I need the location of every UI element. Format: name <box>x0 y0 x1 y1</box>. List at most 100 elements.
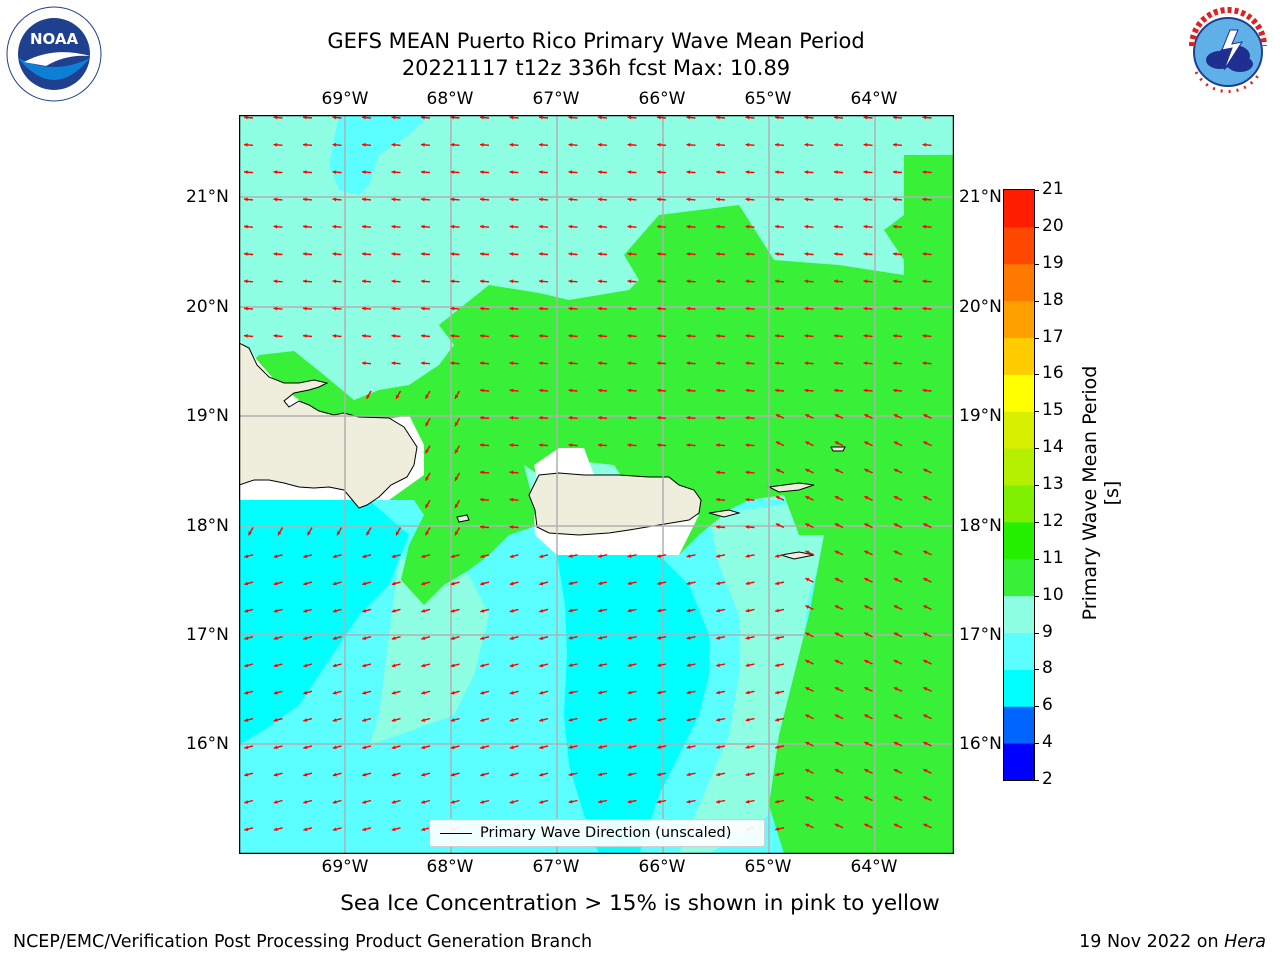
wave-direction-arrow <box>273 224 283 229</box>
colorbar-tick-label: 17 <box>1042 326 1064 347</box>
wave-direction-arrow <box>538 306 549 311</box>
wave-direction-arrow <box>361 361 372 366</box>
wave-direction-arrow <box>244 581 254 586</box>
wave-direction-arrow <box>479 334 490 338</box>
wave-direction-arrow <box>332 115 342 120</box>
wave-direction-arrow <box>538 252 549 256</box>
wave-direction-arrow <box>657 799 667 804</box>
colorbar-swatch <box>1004 558 1034 597</box>
wave-direction-arrow <box>804 170 814 175</box>
wave-direction-arrow <box>657 581 667 586</box>
wave-direction-arrow <box>627 142 637 147</box>
wave-direction-arrow <box>863 115 873 120</box>
colorbar-tick-label: 10 <box>1042 584 1064 605</box>
wave-direction-arrow <box>715 334 726 338</box>
wave-direction-arrow <box>804 279 814 284</box>
wave-direction-arrow <box>774 115 785 120</box>
wave-direction-arrow <box>244 636 254 640</box>
wave-direction-arrow <box>539 745 549 750</box>
wave-direction-arrow <box>362 827 372 832</box>
colorbar-tick-mark <box>1034 411 1039 413</box>
wave-direction-arrow <box>480 745 490 750</box>
wave-direction-arrow <box>864 523 873 529</box>
wave-direction-arrow <box>598 772 608 777</box>
wave-direction-arrow <box>538 415 549 420</box>
wave-direction-arrow <box>302 115 313 120</box>
wave-direction-arrow <box>479 224 490 229</box>
wave-direction-arrow <box>686 115 696 120</box>
wave-direction-arrow <box>598 663 608 668</box>
wave-direction-arrow <box>686 334 696 338</box>
wave-direction-arrow <box>715 415 726 420</box>
land-virgin-islands <box>767 482 815 493</box>
wave-direction-arrow <box>893 495 903 501</box>
wave-direction-arrow <box>774 279 785 284</box>
wave-direction-arrow <box>716 772 726 777</box>
wave-direction-arrow <box>450 334 460 338</box>
wave-direction-arrow <box>627 745 637 749</box>
colorbar-tick-mark <box>1034 485 1039 486</box>
wave-direction-arrow <box>922 279 932 284</box>
wave-direction-arrow <box>686 635 696 640</box>
wave-direction-arrow <box>775 690 785 695</box>
wave-direction-arrow <box>361 306 372 311</box>
wave-direction-arrow <box>922 334 932 338</box>
wave-direction-arrow <box>243 306 254 311</box>
wave-direction-arrow <box>893 468 903 474</box>
colorbar-tick-mark <box>1034 190 1039 191</box>
wave-direction-arrow <box>715 197 726 202</box>
wave-direction-arrow <box>775 635 785 640</box>
wave-direction-arrow <box>509 306 519 311</box>
wave-direction-arrow <box>627 388 637 393</box>
colorbar-swatches <box>1004 190 1034 781</box>
wave-direction-arrow <box>893 550 903 556</box>
lon-label-bottom: 67°W <box>532 857 580 877</box>
wave-direction-arrow <box>834 468 844 474</box>
wave-direction-arrow <box>568 415 578 420</box>
wave-direction-arrow <box>509 581 519 586</box>
wave-direction-arrow <box>450 554 460 559</box>
wave-direction-arrow <box>923 768 932 774</box>
wave-direction-arrow <box>509 361 519 366</box>
wave-direction-arrow <box>362 663 372 668</box>
wave-direction-arrow <box>450 142 460 147</box>
wave-direction-arrow <box>391 717 401 722</box>
lon-label-top: 64°W <box>850 89 898 109</box>
colorbar-label-box: Primary Wave Mean Period [s] <box>1079 189 1123 781</box>
colorbar-tick-mark <box>1034 337 1039 339</box>
wave-direction-arrow <box>597 224 608 229</box>
wave-direction-arrow <box>509 115 519 120</box>
wave-direction-arrow <box>597 170 608 175</box>
wave-direction-arrow <box>597 115 608 120</box>
wave-direction-arrow <box>277 527 284 536</box>
wave-direction-arrow <box>244 663 254 668</box>
wave-direction-arrow <box>243 252 254 256</box>
wave-direction-arrow <box>656 388 667 393</box>
wave-direction-arrow <box>627 772 637 777</box>
wave-direction-arrow <box>421 554 431 559</box>
wave-direction-arrow <box>627 635 637 640</box>
wave-direction-arrow <box>804 224 814 229</box>
wave-direction-arrow <box>805 604 814 611</box>
wave-direction-arrow <box>745 745 755 749</box>
wave-direction-arrow <box>657 608 667 613</box>
wave-direction-arrow <box>273 717 283 722</box>
wave-period-map <box>238 114 955 855</box>
wave-direction-arrow <box>391 827 401 832</box>
colorbar-tick-mark <box>1034 595 1039 597</box>
wave-direction-arrow <box>864 413 873 419</box>
wave-direction-arrow <box>834 741 844 747</box>
wave-direction-arrow <box>923 550 932 556</box>
wave-direction-arrow <box>568 663 578 668</box>
wave-direction-arrow <box>627 799 637 804</box>
wave-direction-arrow <box>450 772 460 777</box>
wave-direction-arrow <box>923 495 932 501</box>
wave-direction-arrow <box>361 170 372 175</box>
wave-direction-arrow <box>892 224 903 229</box>
wave-direction-arrow <box>686 690 696 695</box>
land-anegada <box>830 446 846 452</box>
wave-direction-arrow <box>424 499 431 509</box>
colorbar-tick-mark <box>1034 448 1039 450</box>
wave-direction-arrow <box>863 170 873 175</box>
period-field-8-9-northwest <box>329 115 429 195</box>
